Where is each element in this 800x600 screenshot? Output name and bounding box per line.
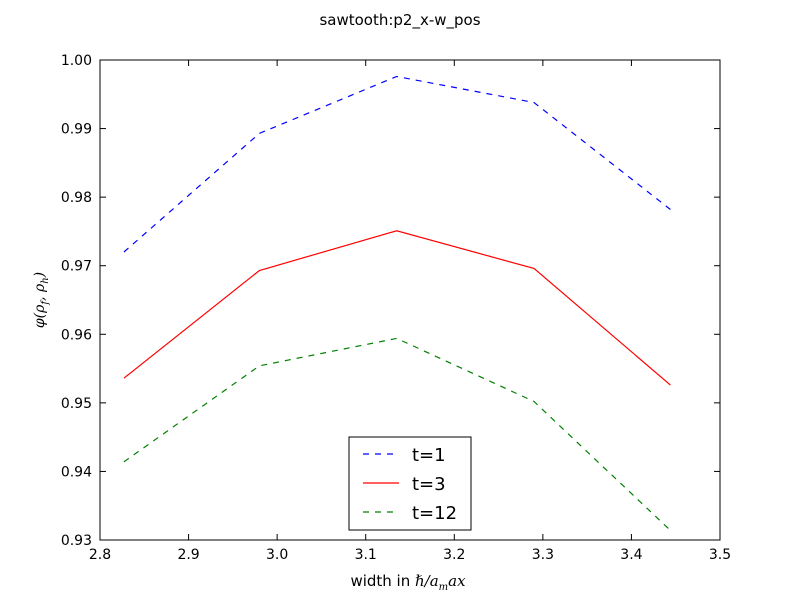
x-tick-label: 3.2 bbox=[443, 547, 465, 563]
legend-label: t=1 bbox=[412, 445, 446, 466]
series-line-t-1 bbox=[123, 75, 671, 253]
series-line-t-3 bbox=[123, 230, 671, 386]
y-axis-label: φ(ρf, ρh) bbox=[32, 272, 51, 328]
y-tick-label: 0.95 bbox=[61, 396, 92, 412]
plot-frame bbox=[99, 59, 721, 541]
x-tick-label: 2.9 bbox=[177, 547, 199, 563]
series-line-t-12 bbox=[123, 337, 671, 531]
x-axis-label: width in ℏ/amax bbox=[350, 572, 466, 593]
x-tick-label: 3.3 bbox=[532, 547, 554, 563]
y-tick-label: 0.99 bbox=[61, 122, 92, 138]
x-tick-label: 3.0 bbox=[266, 547, 288, 563]
legend-label: t=12 bbox=[412, 503, 457, 524]
legend: t=1 t=3 t=12 bbox=[348, 436, 472, 531]
x-tick-label: 3.5 bbox=[709, 547, 731, 563]
x-tick-label: 2.8 bbox=[89, 547, 111, 563]
y-tick-label: 0.93 bbox=[61, 533, 92, 549]
x-tick-label: 3.4 bbox=[620, 547, 642, 563]
legend-label: t=3 bbox=[412, 474, 446, 495]
y-tick-label: 0.94 bbox=[61, 464, 92, 480]
y-tick-label: 0.96 bbox=[61, 327, 92, 343]
y-tick-label: 0.98 bbox=[61, 190, 92, 206]
x-tick-label: 3.1 bbox=[355, 547, 377, 563]
y-tick-label: 1.00 bbox=[61, 53, 92, 69]
y-tick-label: 0.97 bbox=[61, 259, 92, 275]
chart-title: sawtooth:p2_x-w_pos bbox=[319, 11, 480, 30]
